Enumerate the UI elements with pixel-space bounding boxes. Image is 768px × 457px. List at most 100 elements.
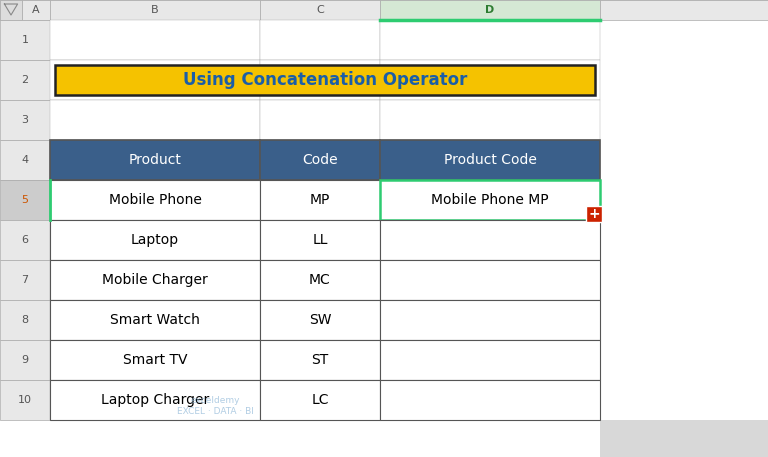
Bar — [600, 0, 768, 20]
Bar — [0, 0, 22, 20]
Bar — [55, 65, 595, 95]
Bar — [380, 0, 600, 20]
Bar — [50, 260, 260, 300]
Text: Smart TV: Smart TV — [123, 353, 187, 367]
Bar — [50, 220, 260, 260]
Text: exceldemy
EXCEL · DATA · BI: exceldemy EXCEL · DATA · BI — [177, 396, 253, 416]
Bar — [380, 260, 600, 300]
Bar — [260, 380, 380, 420]
Bar — [380, 260, 600, 300]
Text: Laptop: Laptop — [131, 233, 179, 247]
Bar — [600, 20, 768, 60]
Text: Using Concatenation Operator: Using Concatenation Operator — [183, 71, 467, 89]
Bar — [50, 220, 260, 260]
Bar — [380, 380, 600, 420]
Text: LC: LC — [311, 393, 329, 407]
Bar — [380, 140, 600, 180]
Text: Product: Product — [128, 153, 181, 167]
Text: ST: ST — [311, 353, 329, 367]
Bar — [600, 380, 768, 420]
Bar — [380, 220, 600, 260]
Bar — [50, 20, 260, 60]
Bar — [380, 100, 600, 140]
Bar — [50, 300, 260, 340]
Text: Smart Watch: Smart Watch — [110, 313, 200, 327]
Bar — [50, 380, 260, 420]
Bar — [0, 100, 50, 140]
Bar — [380, 140, 600, 180]
Bar — [260, 300, 380, 340]
Bar — [0, 0, 768, 20]
Bar — [50, 0, 260, 20]
Bar — [260, 380, 380, 420]
Bar — [260, 220, 380, 260]
Bar — [260, 180, 380, 220]
Bar — [260, 0, 380, 20]
Text: 2: 2 — [22, 75, 28, 85]
Bar — [260, 180, 380, 220]
Bar — [50, 140, 260, 180]
Bar — [50, 60, 260, 100]
Text: 3: 3 — [22, 115, 28, 125]
Bar — [380, 60, 600, 100]
Bar — [260, 340, 380, 380]
Text: 1: 1 — [22, 35, 28, 45]
Bar — [22, 0, 50, 20]
Bar — [0, 220, 50, 260]
Bar — [0, 260, 50, 300]
Bar — [380, 180, 600, 220]
Bar — [600, 220, 768, 260]
Text: 10: 10 — [18, 395, 32, 405]
Bar — [50, 260, 260, 300]
Text: MC: MC — [310, 273, 331, 287]
Bar — [0, 180, 50, 220]
Text: Mobile Charger: Mobile Charger — [102, 273, 208, 287]
Bar — [380, 180, 600, 220]
Bar — [260, 140, 380, 180]
Bar — [600, 180, 768, 220]
Bar — [50, 180, 260, 220]
Bar — [50, 140, 260, 180]
Bar — [260, 140, 380, 180]
Bar — [260, 260, 380, 300]
Bar — [260, 100, 380, 140]
Bar — [0, 140, 50, 180]
Bar — [600, 140, 768, 180]
Text: Laptop Charger: Laptop Charger — [101, 393, 209, 407]
Bar — [0, 60, 50, 100]
Text: LL: LL — [313, 233, 328, 247]
Bar — [380, 340, 600, 380]
Text: Product Code: Product Code — [444, 153, 536, 167]
Text: Mobile Phone MP: Mobile Phone MP — [431, 193, 549, 207]
Bar — [50, 340, 260, 380]
Bar — [380, 380, 600, 420]
Bar — [600, 0, 768, 457]
Text: 7: 7 — [22, 275, 28, 285]
Bar — [600, 340, 768, 380]
Bar — [586, 206, 602, 222]
Bar — [0, 340, 50, 380]
Bar — [600, 260, 768, 300]
Text: 6: 6 — [22, 235, 28, 245]
Bar — [260, 340, 380, 380]
Bar — [50, 100, 260, 140]
Bar — [260, 20, 380, 60]
Bar — [260, 60, 380, 100]
Text: +: + — [588, 207, 600, 221]
Bar — [50, 340, 260, 380]
Bar — [50, 300, 260, 340]
Text: Mobile Phone: Mobile Phone — [108, 193, 201, 207]
Bar — [260, 260, 380, 300]
Bar — [260, 220, 380, 260]
Text: C: C — [316, 5, 324, 15]
Text: 8: 8 — [22, 315, 28, 325]
Bar — [380, 300, 600, 340]
Text: D: D — [485, 5, 495, 15]
Text: 4: 4 — [22, 155, 28, 165]
Bar — [600, 300, 768, 340]
Bar — [600, 100, 768, 140]
Bar — [380, 340, 600, 380]
Text: SW: SW — [309, 313, 331, 327]
Bar — [380, 300, 600, 340]
Bar — [50, 180, 260, 220]
